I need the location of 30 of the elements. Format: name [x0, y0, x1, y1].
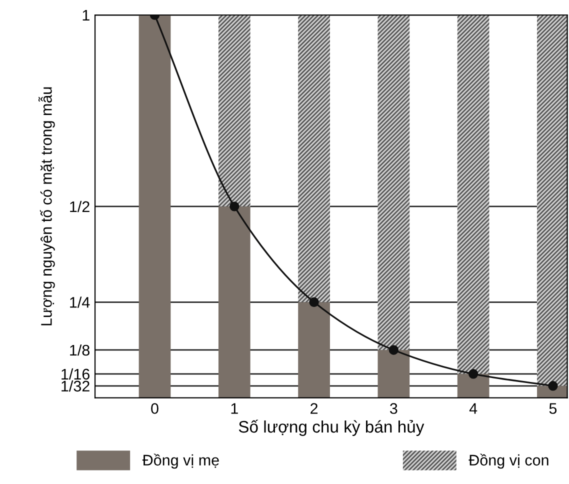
x-tick-label: 5 [549, 403, 557, 414]
x-tick-label: 2 [310, 403, 318, 414]
bar [298, 302, 330, 398]
x-tick-label: 0 [151, 403, 158, 414]
point [230, 202, 240, 212]
point [468, 369, 478, 379]
x-tick-label: 4 [469, 403, 478, 414]
bar [378, 15, 410, 350]
bar [138, 15, 171, 398]
bar [457, 15, 490, 374]
bar [378, 350, 410, 398]
bar [457, 374, 490, 398]
bar [298, 15, 330, 302]
point [309, 297, 319, 307]
x-tick-label: 1 [231, 403, 238, 414]
y-axis-title: Lượng nguyên tố có mặt trong mẫu [38, 87, 55, 326]
y-tick-label: 1/8 [70, 344, 90, 356]
point [388, 345, 399, 355]
y-tick-label: 1/2 [70, 200, 90, 212]
bar [218, 15, 250, 206]
y-tick-label: 1/4 [70, 296, 90, 308]
bar [218, 206, 250, 398]
legend-label: Đồng vị mẹ [142, 454, 219, 469]
point [548, 381, 558, 391]
legend-label: Đồng vị con [468, 454, 548, 469]
y-tick-label: 1/32 [62, 380, 90, 392]
y-tick-label: 1/16 [62, 368, 90, 380]
x-tick-label: 3 [390, 403, 398, 414]
x-axis-title: Số lượng chu kỳ bán hủy [238, 420, 424, 436]
y-tick-label: 1 [82, 10, 90, 21]
